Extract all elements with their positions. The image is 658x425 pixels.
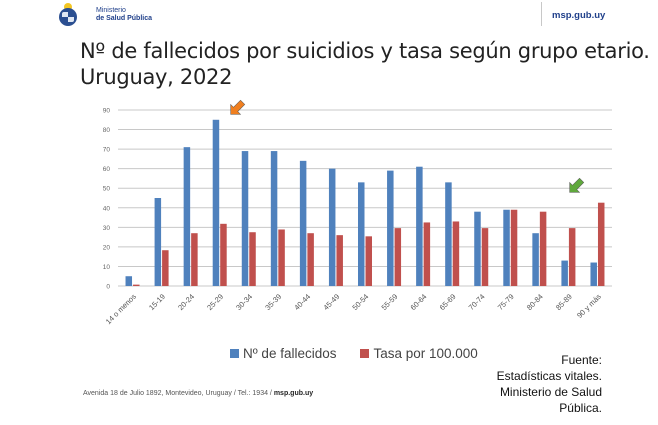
y-tick-label: 90 (103, 108, 111, 115)
bar-fallecidos (445, 182, 452, 286)
bar-tasa (394, 228, 402, 286)
chart-legend: Nº de fallecidos Tasa por 100.000 (230, 346, 478, 361)
legend-swatch-blue (230, 349, 239, 358)
org-line1: Ministerio (96, 7, 126, 14)
x-tick-label: 20-24 (176, 292, 196, 312)
legend-item-fallecidos: Nº de fallecidos (230, 346, 336, 361)
x-tick-label: 35-39 (263, 292, 283, 312)
bar-fallecidos (154, 198, 162, 286)
title-line2: Uruguay, 2022 (80, 65, 233, 89)
legend-item-tasa: Tasa por 100.000 (360, 346, 478, 361)
uruguay-coat-of-arms-logo (59, 3, 77, 26)
x-tick-label: 25-29 (205, 292, 225, 312)
x-tick-label: 40-44 (292, 292, 312, 312)
y-tick-label: 60 (103, 166, 111, 173)
bar-tasa (597, 202, 605, 286)
footer-site-link[interactable]: msp.gub.uy (273, 390, 314, 397)
bar-tasa (568, 228, 576, 286)
bar-fallecidos (183, 147, 191, 286)
bar-fallecidos (125, 276, 133, 286)
bar-tasa (452, 221, 460, 286)
bar-tasa (423, 222, 431, 286)
ministry-name: Ministerio de Salud Pública (96, 7, 152, 23)
x-tick-label: 50-54 (350, 292, 370, 312)
y-tick-label: 10 (103, 264, 111, 271)
bar-tasa (510, 209, 518, 286)
bar-fallecidos (241, 151, 249, 286)
y-tick-label: 0 (106, 284, 110, 291)
x-tick-label: 60-64 (409, 292, 429, 312)
bar-fallecidos (416, 166, 423, 286)
bar-fallecidos (561, 260, 568, 286)
bar-fallecidos (328, 168, 336, 286)
footer-address: Avenida 18 de Julio 1892, Montevideo, Ur… (83, 390, 314, 397)
y-tick-label: 30 (103, 225, 111, 232)
bar-tasa (191, 233, 198, 286)
header-site-link[interactable]: msp.gub.uy (552, 10, 606, 21)
y-tick-label: 80 (103, 127, 111, 134)
bar-tasa (249, 232, 256, 286)
orange-arrow-icon (230, 99, 246, 115)
bar-fallecidos (270, 151, 278, 286)
bar-fallecidos (387, 170, 394, 286)
y-tick-label: 20 (103, 244, 111, 251)
bar-fallecidos (474, 211, 481, 286)
x-tick-label: 55-59 (380, 292, 400, 312)
x-tick-label: 90 y más (575, 292, 603, 320)
bar-tasa (133, 284, 140, 286)
y-tick-label: 50 (103, 186, 111, 193)
y-tick-label: 70 (103, 147, 111, 154)
source-note: Fuente: Estadísticas vitales. Ministerio… (496, 353, 602, 415)
bar-tasa (278, 229, 285, 286)
x-tick-label: 75-79 (496, 292, 516, 312)
bar-fallecidos (358, 182, 365, 286)
bar-tasa (220, 223, 227, 286)
bar-fallecidos (212, 119, 220, 287)
bar-fallecidos (299, 160, 307, 286)
org-line2: de Salud Pública (96, 15, 153, 22)
header-divider (541, 2, 542, 26)
bar-tasa (162, 250, 169, 286)
x-tick-label: 14 o menos (104, 292, 138, 326)
x-tick-label: 15-19 (147, 292, 167, 312)
title-line1: Nº de fallecidos por suicidios y tasa se… (80, 39, 650, 63)
bar-tasa (365, 236, 372, 286)
x-tick-label: 45-49 (321, 292, 341, 312)
x-tick-label: 65-69 (438, 292, 458, 312)
x-tick-label: 80-84 (525, 292, 545, 312)
legend-swatch-red (360, 349, 370, 358)
x-tick-label: 70-74 (467, 292, 487, 312)
bar-tasa (336, 235, 343, 286)
bar-fallecidos (503, 209, 510, 286)
green-arrow-icon (569, 177, 585, 193)
bar-tasa (307, 233, 314, 286)
y-tick-label: 40 (103, 205, 111, 212)
bar-fallecidos (590, 262, 597, 286)
x-tick-label: 85-89 (554, 292, 574, 312)
x-tick-label: 30-34 (234, 292, 254, 312)
bar-fallecidos (532, 233, 539, 286)
page-title: Nº de fallecidos por suicidios y tasa se… (80, 38, 650, 90)
bar-tasa (481, 228, 489, 286)
bar-tasa (539, 211, 547, 286)
